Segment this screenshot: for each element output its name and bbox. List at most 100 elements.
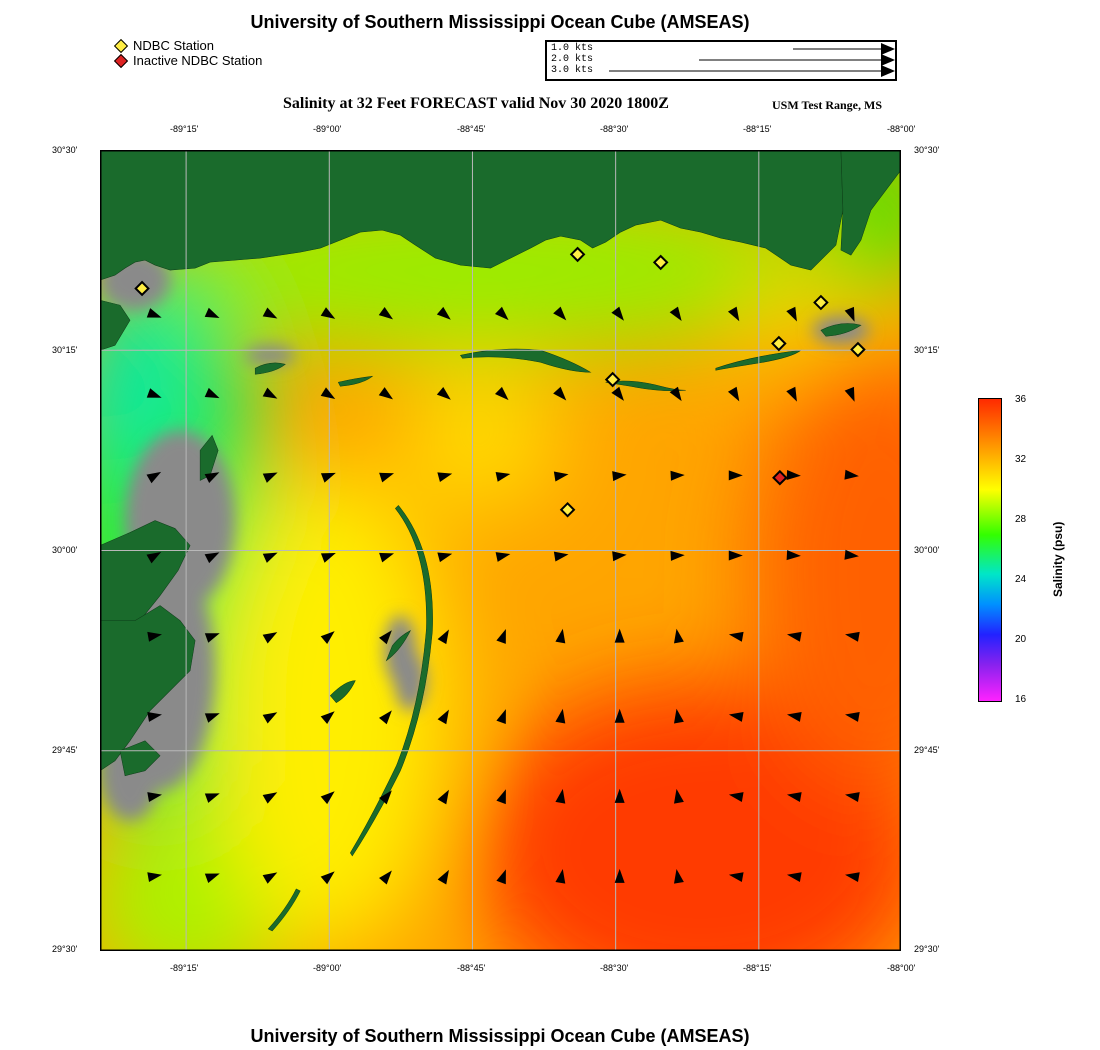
- current-arrow: [437, 789, 449, 805]
- bottom-lon-label: -89°15': [170, 963, 199, 973]
- scale-arrows: [609, 43, 895, 77]
- top-lon-label: -88°30': [600, 124, 629, 134]
- right-lat-label: 29°45': [914, 745, 940, 755]
- current-arrow: [614, 868, 625, 883]
- ndbc-station-marker: [850, 341, 866, 358]
- current-arrow: [555, 708, 566, 724]
- current-arrow: [614, 708, 625, 723]
- station-legend: NDBC Station Inactive NDBC Station: [112, 38, 262, 68]
- current-arrow: [674, 869, 684, 884]
- map-frame: [100, 150, 901, 951]
- salinity-colorbar: [978, 398, 1002, 702]
- current-arrow: [379, 870, 392, 885]
- horn-island: [460, 348, 592, 373]
- current-arrow: [378, 387, 394, 400]
- legend-item-active: NDBC Station: [112, 38, 262, 53]
- current-arrow: [786, 631, 802, 642]
- current-arrow: [786, 550, 801, 561]
- current-arrow: [320, 871, 335, 885]
- cat-island: [254, 362, 286, 375]
- current-arrow: [379, 630, 392, 645]
- current-arrow: [437, 869, 449, 885]
- bottom-lon-label: -88°30': [600, 963, 629, 973]
- current-arrow: [786, 470, 801, 481]
- current-arrow: [612, 551, 627, 562]
- current-arrow: [786, 306, 797, 322]
- current-arrow: [262, 552, 278, 563]
- legend-label: Inactive NDBC Station: [133, 53, 263, 68]
- top-lon-label: -88°45': [457, 124, 486, 134]
- current-arrow: [674, 788, 684, 804]
- current-arrow: [612, 471, 627, 482]
- region-label: USM Test Range, MS: [772, 98, 883, 112]
- current-arrow: [320, 791, 335, 805]
- ndbc-station-marker: [813, 294, 829, 311]
- current-arrow: [670, 550, 685, 561]
- current-arrow: [379, 790, 392, 805]
- current-arrow: [436, 386, 451, 400]
- current-arrow: [555, 628, 566, 644]
- current-arrow: [844, 306, 855, 322]
- top-lon-label: -88°00': [887, 124, 916, 134]
- scale-arrowhead-3: [881, 65, 895, 77]
- current-arrow: [147, 631, 162, 642]
- ndbc-station-marker: [134, 280, 150, 297]
- current-arrow: [320, 631, 335, 644]
- top-lon-label: -88°15': [743, 124, 772, 134]
- current-arrow: [844, 469, 859, 480]
- current-arrow: [262, 472, 278, 483]
- colorbar-tick: 16: [1015, 694, 1027, 705]
- current-arrow: [436, 306, 451, 320]
- current-arrow: [496, 629, 506, 644]
- current-arrow: [320, 552, 336, 563]
- inactive-ndbc-station-marker: [772, 469, 788, 486]
- active-station-diamond-icon: [113, 38, 129, 53]
- right-lat-label: 30°30': [914, 145, 940, 155]
- vector-scale-legend: 1.0 kts 2.0 kts 3.0 kts: [545, 40, 897, 81]
- scale-label-2: 2.0 kts: [551, 54, 594, 65]
- current-arrow: [553, 306, 567, 321]
- current-arrow: [437, 552, 453, 563]
- current-arrow: [674, 708, 684, 724]
- right-lat-label: 30°15': [914, 345, 940, 355]
- current-arrow: [611, 386, 624, 401]
- current-arrow: [553, 551, 569, 562]
- current-arrow: [494, 386, 509, 401]
- current-arrow: [437, 629, 449, 645]
- current-arrow: [728, 872, 744, 883]
- current-arrow: [320, 472, 336, 483]
- current-arrow: [553, 386, 567, 401]
- current-arrow: [437, 709, 449, 725]
- graticule: [100, 150, 901, 951]
- colorbar-title: Salinity (psu): [1051, 521, 1065, 597]
- current-arrow: [786, 711, 802, 722]
- current-arrow: [727, 306, 740, 322]
- current-arrow: [320, 307, 336, 319]
- current-arrow: [844, 386, 855, 402]
- current-arrow: [262, 387, 278, 399]
- left-lat-label: 30°15': [52, 345, 78, 355]
- ndbc-station-marker: [652, 254, 669, 271]
- right-lat-label: 29°30': [914, 944, 940, 954]
- current-arrow: [262, 632, 278, 644]
- current-arrow: [379, 552, 395, 563]
- colorbar-tick: 28: [1015, 514, 1027, 525]
- current-arrow: [379, 472, 395, 483]
- current-arrow: [204, 713, 220, 723]
- current-arrow: [786, 872, 802, 883]
- current-arrow: [496, 709, 506, 725]
- bottom-lon-label: -89°00': [313, 963, 342, 973]
- current-arrow: [728, 550, 743, 561]
- current-arrow: [669, 306, 682, 322]
- scale-label-3: 3.0 kts: [551, 65, 594, 76]
- current-arrow: [555, 869, 566, 884]
- current-arrow: [845, 872, 860, 883]
- current-arrow: [204, 873, 220, 884]
- current-arrow: [147, 872, 162, 883]
- bottom-lon-label: -88°45': [457, 963, 486, 973]
- colorbar-tick: 36: [1015, 394, 1027, 405]
- top-lon-label: -89°00': [313, 124, 342, 134]
- current-arrow: [669, 386, 682, 402]
- inactive-station-diamond-icon: [113, 53, 129, 68]
- left-lat-label: 29°45': [52, 745, 78, 755]
